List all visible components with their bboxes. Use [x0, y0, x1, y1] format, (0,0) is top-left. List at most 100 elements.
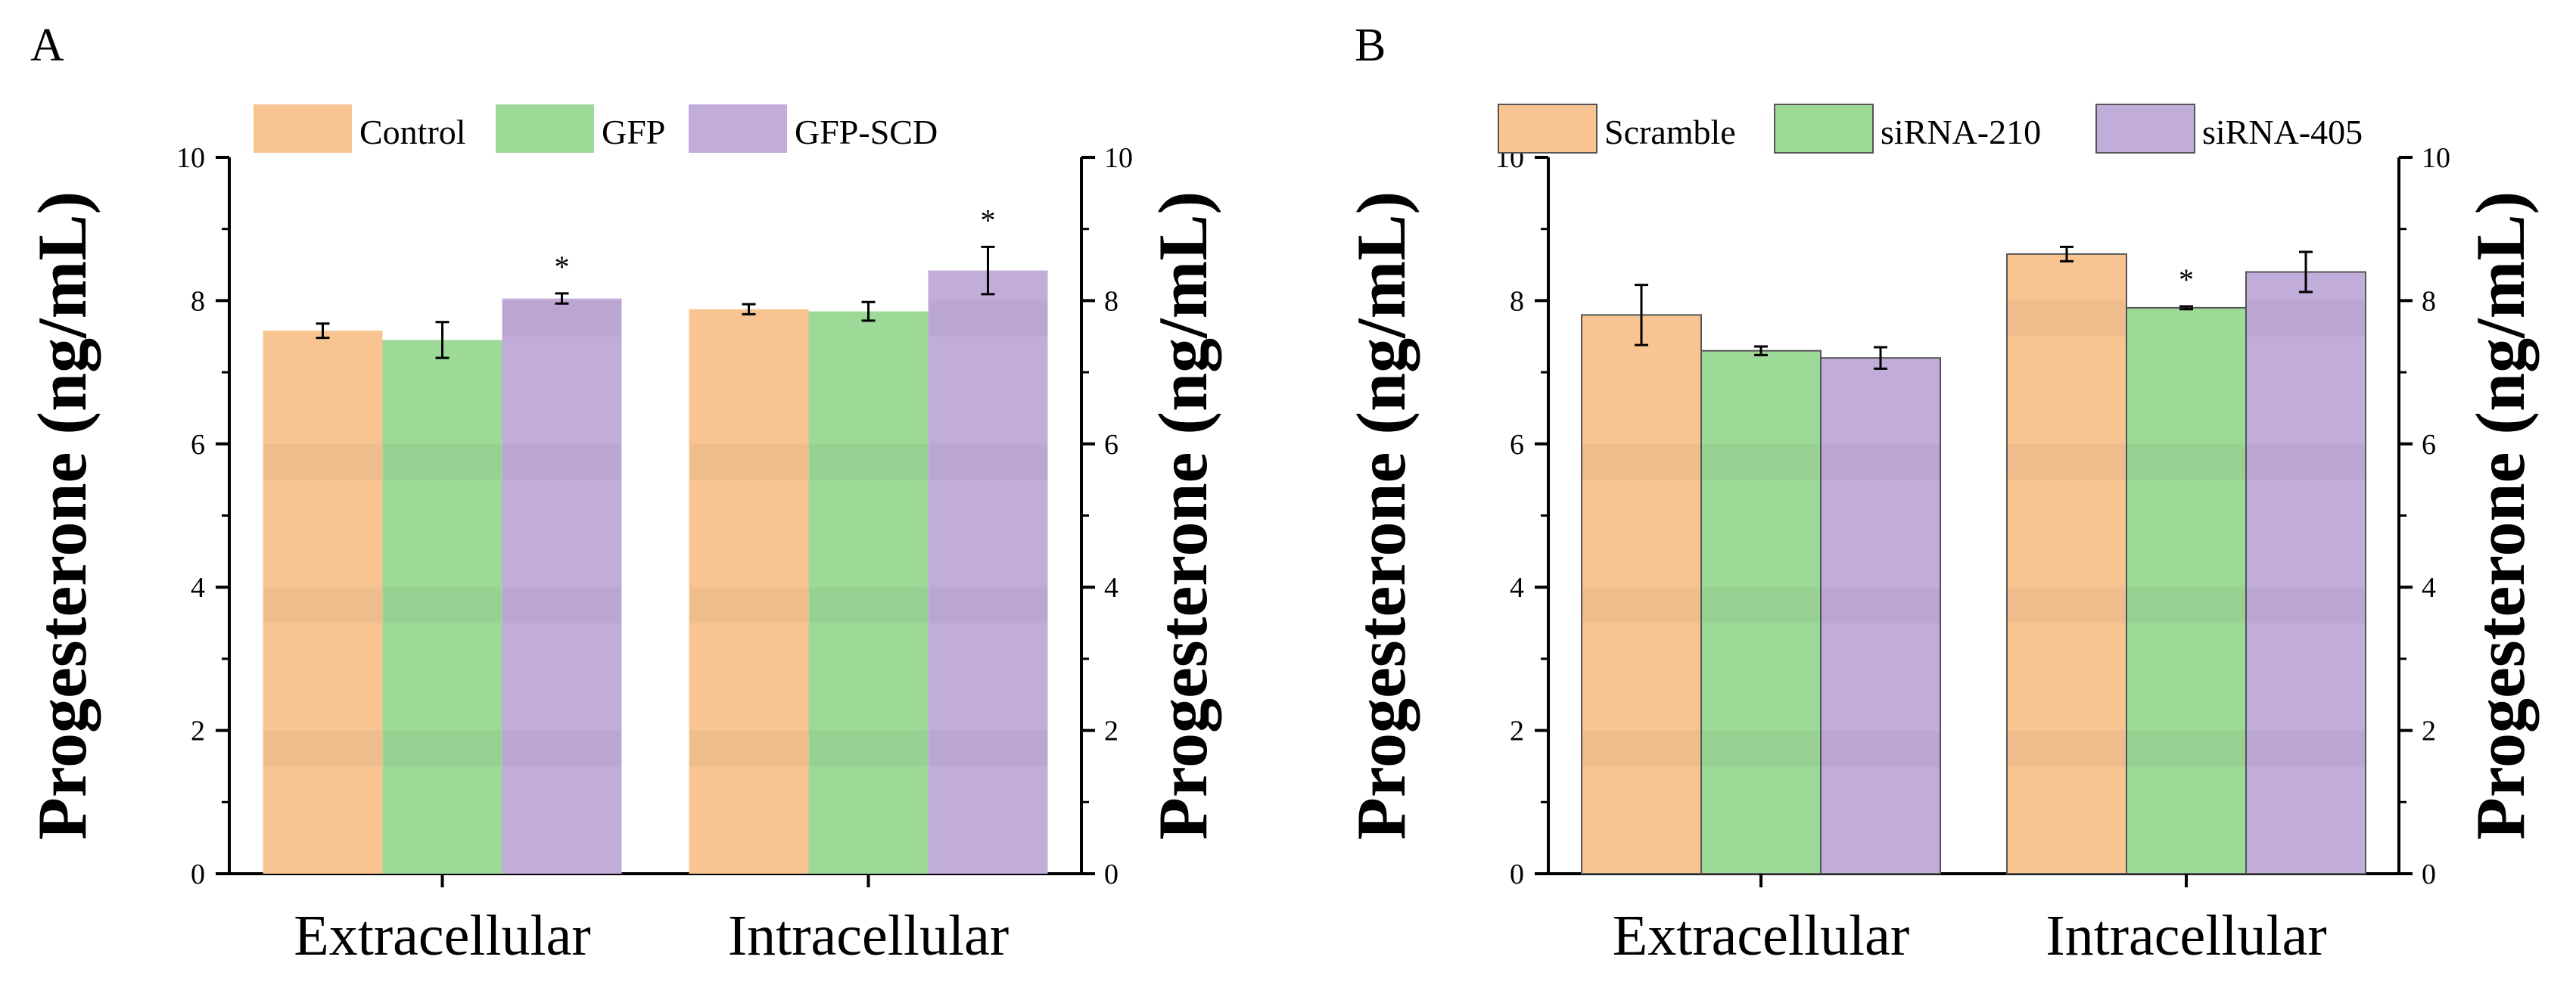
- legend-label-gfp-scd: GFP-SCD: [795, 113, 938, 151]
- bar-band: [810, 587, 928, 623]
- legend-label-sirna-210: siRNA-210: [1881, 113, 2041, 151]
- bar-band: [264, 444, 382, 480]
- bar-band: [2127, 731, 2245, 766]
- bar-band: [690, 587, 808, 623]
- bar-gfp-extracellular: [382, 340, 502, 874]
- bar-band: [2247, 444, 2365, 480]
- bar-control-extracellular: [263, 331, 383, 874]
- y-tick-label-right: 0: [1104, 859, 1118, 890]
- bar-band: [810, 444, 928, 480]
- y-tick-label-right: 8: [1104, 285, 1118, 317]
- y-tick-label-right: 4: [1104, 572, 1118, 604]
- y-tick-label-right: 0: [2422, 859, 2436, 890]
- y-tick-label-right: 4: [2422, 572, 2436, 604]
- bar-gfp-scd-extracellular: [502, 298, 622, 874]
- y-tick-label-left: 4: [191, 572, 205, 604]
- bar-band: [1702, 731, 1820, 766]
- panel-label: A: [30, 20, 64, 71]
- y-tick-label-left: 2: [191, 716, 205, 747]
- significance-star: *: [981, 203, 996, 237]
- legend-label-sirna-405: siRNA-405: [2202, 113, 2363, 151]
- bar-band: [2008, 444, 2126, 480]
- bar-band: [1582, 444, 1700, 480]
- bar-band: [2127, 587, 2245, 623]
- bar-band: [929, 444, 1047, 480]
- legend-swatch-sirna-405: [2095, 104, 2195, 154]
- y-tick-label-right: 10: [1104, 142, 1133, 174]
- y-tick-label-left: 6: [1510, 429, 1524, 461]
- bar-band: [503, 587, 621, 623]
- legend-swatch-control: [254, 104, 352, 153]
- bar-band: [1582, 731, 1700, 766]
- x-tick-label: Extracellular: [1613, 904, 1909, 968]
- y-axis-title-left: Progesterone (ng/mL): [1342, 191, 1420, 840]
- legend-swatch-scramble: [1498, 104, 1598, 154]
- y-tick-label-left: 0: [191, 859, 205, 890]
- y-tick-label-left: 2: [1510, 716, 1524, 747]
- bar-gfp-scd-intracellular: [928, 270, 1048, 874]
- bar-band: [1822, 731, 1940, 766]
- y-tick-label-right: 6: [2422, 429, 2436, 461]
- legend-label-scramble: Scramble: [1604, 113, 1736, 151]
- bar-gfp-intracellular: [808, 311, 929, 874]
- legend-swatch-sirna-210: [1774, 104, 1874, 154]
- legend-label-control: Control: [359, 113, 466, 151]
- bar-band: [2008, 587, 2126, 623]
- bar-band: [1822, 444, 1940, 480]
- y-tick-label-right: 6: [1104, 429, 1118, 461]
- bar-sirna-405-intracellular: [2245, 271, 2366, 874]
- chart-panel-A: A 0 0 2 2 4 4 6 6 8 8 10 10 Progesterone (ng/mL) Proge…: [23, 20, 1221, 968]
- panel-label: B: [1355, 20, 1386, 71]
- bar-band: [384, 444, 502, 480]
- bar-band: [503, 444, 621, 480]
- bar-band: [2247, 300, 2365, 336]
- bar-band: [690, 444, 808, 480]
- bar-band: [1702, 444, 1820, 480]
- y-tick-label-left: 4: [1510, 572, 1524, 604]
- bar-sirna-210-intracellular: [2126, 306, 2247, 874]
- bar-band: [264, 731, 382, 766]
- legend-swatch-gfp: [496, 104, 594, 153]
- bar-band: [2127, 444, 2245, 480]
- y-tick-label-right: 10: [2422, 142, 2450, 174]
- y-tick-label-right: 8: [2422, 285, 2436, 317]
- bar-band: [2008, 300, 2126, 336]
- bar-band: [2008, 731, 2126, 766]
- bar-band: [1582, 587, 1700, 623]
- legend-label-gfp: GFP: [602, 113, 665, 151]
- bar-control-intracellular: [689, 309, 809, 874]
- significance-star: *: [2179, 262, 2194, 297]
- bar-band: [929, 731, 1047, 766]
- bar-sirna-210-extracellular: [1700, 349, 1822, 874]
- y-tick-label-left: 8: [191, 285, 205, 317]
- bar-band: [503, 300, 621, 336]
- bar-band: [2247, 587, 2365, 623]
- legend-swatch-gfp-scd: [689, 104, 787, 153]
- bar-band: [384, 587, 502, 623]
- bar-band: [1822, 587, 1940, 623]
- bar-sirna-405-extracellular: [1820, 357, 1941, 875]
- bar-band: [690, 731, 808, 766]
- y-tick-label-right: 2: [2422, 716, 2436, 747]
- bar-scramble-extracellular: [1581, 314, 1702, 874]
- bar-band: [384, 731, 502, 766]
- x-tick-label: Extracellular: [294, 904, 590, 968]
- y-tick-label-left: 10: [176, 142, 205, 174]
- x-tick-label: Intracellular: [728, 904, 1009, 968]
- y-tick-label-left: 6: [191, 429, 205, 461]
- bar-band: [1702, 587, 1820, 623]
- y-tick-label-left: 8: [1510, 285, 1524, 317]
- y-axis-title-right: Progesterone (ng/mL): [1144, 191, 1221, 840]
- bar-band: [929, 300, 1047, 336]
- y-tick-label-left: 0: [1510, 859, 1524, 890]
- bar-band: [2247, 731, 2365, 766]
- bar-band: [264, 587, 382, 623]
- bar-band: [929, 587, 1047, 623]
- significance-star: *: [555, 250, 570, 284]
- x-tick-label: Intracellular: [2046, 904, 2326, 968]
- y-axis-title-left: Progesterone (ng/mL): [23, 191, 101, 840]
- y-tick-label-right: 2: [1104, 716, 1118, 747]
- bar-band: [503, 731, 621, 766]
